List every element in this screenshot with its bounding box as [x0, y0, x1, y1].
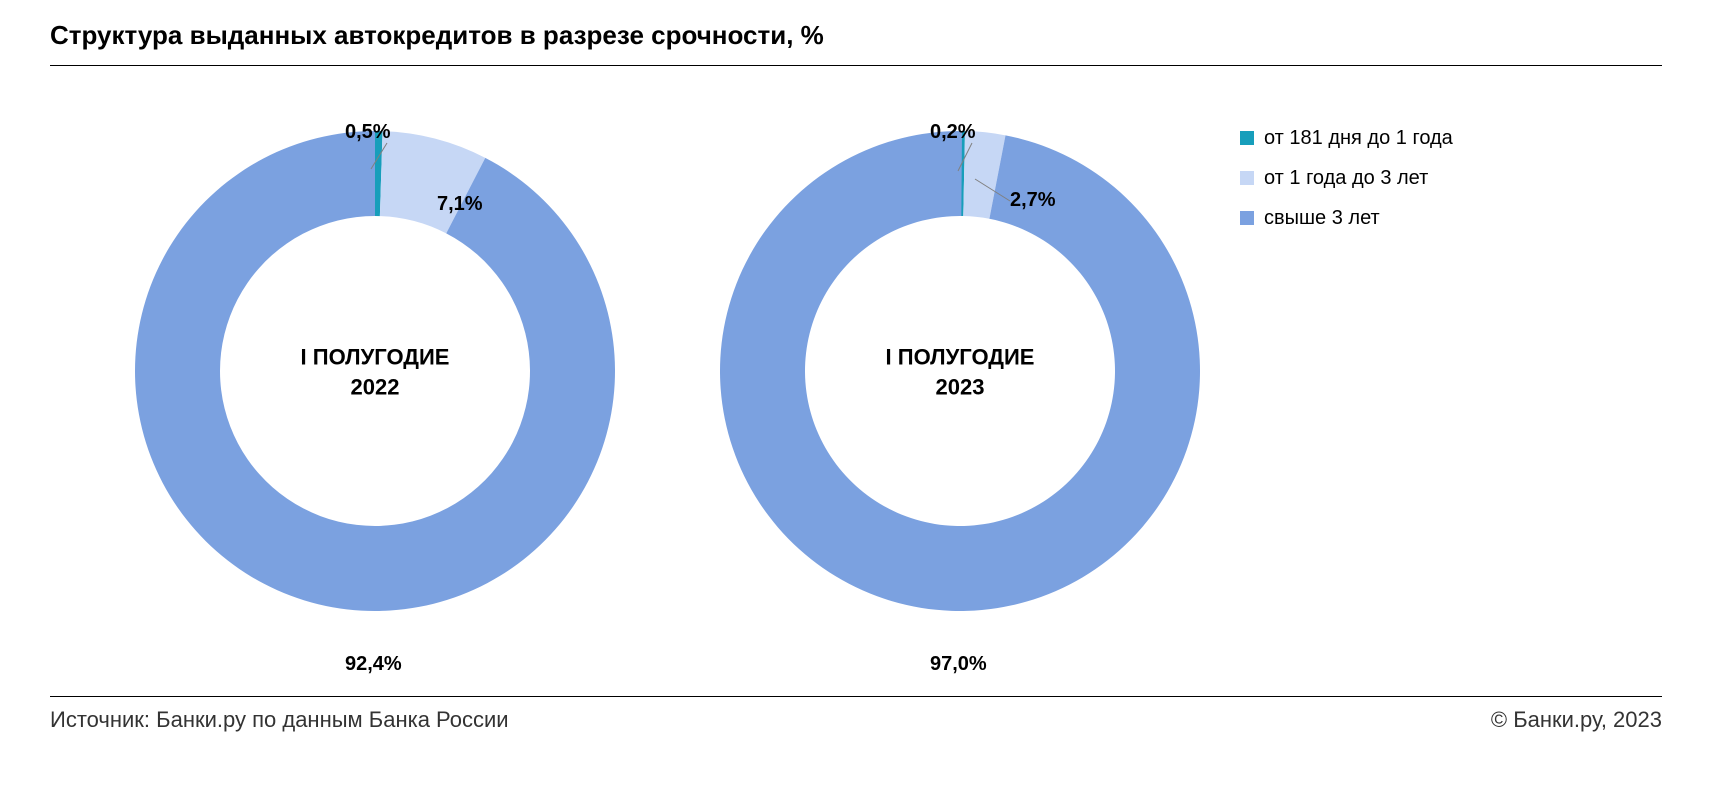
charts-area: I ПОЛУГОДИЕ20220,5%7,1%92,4%I ПОЛУГОДИЕ2…: [50, 76, 1662, 696]
legend-item: от 181 дня до 1 года: [1240, 118, 1453, 158]
legend-label: от 1 года до 3 лет: [1264, 158, 1428, 198]
footer: Источник: Банки.ру по данным Банка Росси…: [50, 696, 1662, 733]
legend-label: свыше 3 лет: [1264, 198, 1380, 238]
legend-label: от 181 дня до 1 года: [1264, 118, 1453, 158]
legend: от 181 дня до 1 годаот 1 года до 3 летсв…: [1240, 118, 1453, 238]
slice-label: 7,1%: [437, 193, 483, 216]
legend-swatch: [1240, 131, 1254, 145]
legend-item: свыше 3 лет: [1240, 198, 1453, 238]
slice-label: 92,4%: [345, 653, 402, 676]
slice-label: 0,5%: [345, 121, 391, 144]
legend-swatch: [1240, 171, 1254, 185]
slice-label: 2,7%: [1010, 189, 1056, 212]
chart-2022: I ПОЛУГОДИЕ20220,5%7,1%92,4%: [135, 131, 615, 611]
chart-2023: I ПОЛУГОДИЕ20230,2%2,7%97,0%: [720, 131, 1200, 611]
chart-title: Структура выданных автокредитов в разрез…: [50, 20, 1662, 51]
donut-center-label: I ПОЛУГОДИЕ2022: [301, 343, 450, 402]
slice-label: 0,2%: [930, 121, 976, 144]
donut-center-label: I ПОЛУГОДИЕ2023: [886, 343, 1035, 402]
legend-item: от 1 года до 3 лет: [1240, 158, 1453, 198]
source-label: Источник: Банки.ру по данным Банка Росси…: [50, 707, 509, 733]
copyright-label: © Банки.ру, 2023: [1491, 707, 1662, 733]
legend-swatch: [1240, 211, 1254, 225]
slice-label: 97,0%: [930, 653, 987, 676]
